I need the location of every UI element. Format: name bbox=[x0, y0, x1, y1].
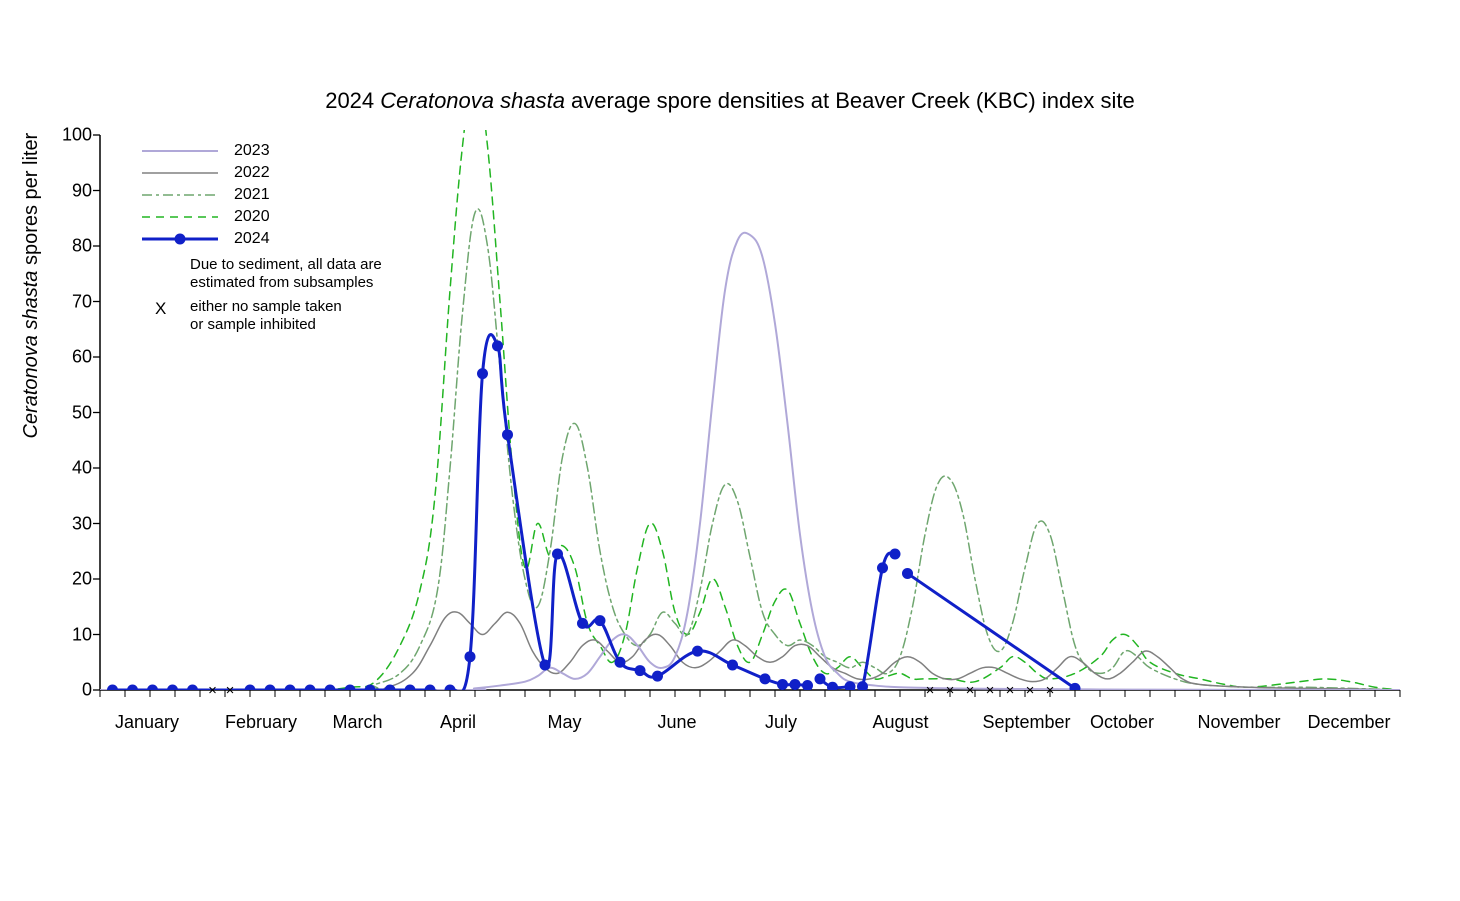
legend-item: 2023 bbox=[140, 140, 270, 162]
legend-swatch bbox=[140, 184, 220, 206]
legend-item: 2024 bbox=[140, 228, 270, 250]
no-sample-marker: × bbox=[946, 682, 955, 699]
y-tick-label: 50 bbox=[72, 402, 92, 423]
x-tick-label: August bbox=[873, 712, 929, 733]
legend-swatch bbox=[140, 162, 220, 184]
y-tick-label: 30 bbox=[72, 513, 92, 534]
no-sample-marker: × bbox=[1026, 682, 1035, 699]
x-tick-label: September bbox=[983, 712, 1071, 733]
note-line4: or sample inhibited bbox=[190, 316, 382, 334]
note-line1: Due to sediment, all data are bbox=[190, 256, 382, 274]
x-tick-label: January bbox=[115, 712, 179, 733]
legend-swatch bbox=[140, 206, 220, 228]
y-tick-label: 0 bbox=[82, 680, 92, 701]
chart-container: 2024 Ceratonova shasta average spore den… bbox=[0, 0, 1460, 901]
x-tick-label: May bbox=[548, 712, 582, 733]
no-sample-marker: × bbox=[966, 682, 975, 699]
y-tick-label: 40 bbox=[72, 458, 92, 479]
no-sample-marker: × bbox=[1006, 682, 1015, 699]
x-tick-label: June bbox=[658, 712, 697, 733]
no-sample-marker: × bbox=[226, 682, 235, 699]
note-x-symbol: X bbox=[155, 300, 166, 318]
x-tick-label: October bbox=[1090, 712, 1154, 733]
y-tick-label: 80 bbox=[72, 236, 92, 257]
legend-label: 2022 bbox=[234, 164, 270, 182]
x-tick-label: July bbox=[765, 712, 797, 733]
x-tick-label: March bbox=[333, 712, 383, 733]
y-tick-label: 60 bbox=[72, 347, 92, 368]
no-sample-marker: × bbox=[926, 682, 935, 699]
y-tick-label: 70 bbox=[72, 291, 92, 312]
x-tick-label: February bbox=[225, 712, 297, 733]
note-line2: estimated from subsamples bbox=[190, 274, 382, 292]
series-2024 bbox=[107, 335, 1081, 697]
legend-note: Due to sediment, all data are estimated … bbox=[190, 256, 382, 334]
x-tick-label: December bbox=[1308, 712, 1391, 733]
y-tick-label: 100 bbox=[62, 125, 92, 146]
legend-label: 2024 bbox=[234, 230, 270, 248]
legend-swatch bbox=[140, 228, 220, 250]
legend: 2023 2022 2021 2020 2024 bbox=[140, 140, 270, 250]
no-sample-marker: × bbox=[208, 682, 217, 699]
no-sample-marker: × bbox=[986, 682, 995, 699]
legend-item: 2020 bbox=[140, 206, 270, 228]
series-2022 bbox=[100, 612, 1400, 690]
y-tick-label: 90 bbox=[72, 180, 92, 201]
series-2020 bbox=[100, 68, 1400, 690]
legend-item: 2021 bbox=[140, 184, 270, 206]
no-sample-marker: × bbox=[1046, 682, 1055, 699]
x-tick-label: November bbox=[1198, 712, 1281, 733]
legend-label: 2020 bbox=[234, 208, 270, 226]
legend-item: 2022 bbox=[140, 162, 270, 184]
legend-swatch bbox=[140, 140, 220, 162]
note-line3: either no sample taken bbox=[190, 298, 382, 316]
legend-label: 2021 bbox=[234, 186, 270, 204]
y-tick-label: 10 bbox=[72, 624, 92, 645]
legend-label: 2023 bbox=[234, 142, 270, 160]
y-tick-label: 20 bbox=[72, 569, 92, 590]
chart-svg: × × × × × × × × × bbox=[0, 0, 1460, 901]
x-tick-label: April bbox=[440, 712, 476, 733]
